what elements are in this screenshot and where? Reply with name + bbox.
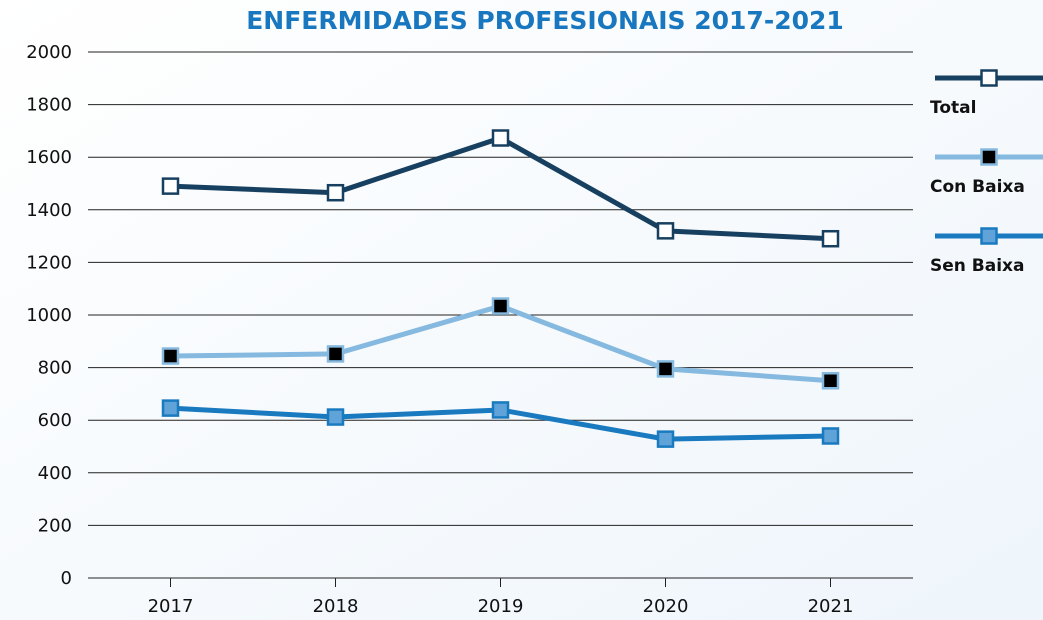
point xyxy=(161,399,180,417)
y-tick-label: 200 xyxy=(38,515,72,536)
point xyxy=(821,427,840,445)
y-tick-label: 1400 xyxy=(26,200,72,221)
point xyxy=(821,372,840,390)
y-tick-label: 1600 xyxy=(26,147,72,168)
y-tick-label: 2000 xyxy=(26,42,72,63)
point xyxy=(656,222,675,240)
legend-label: Con Baixa xyxy=(930,177,1025,197)
y-tick-label: 1000 xyxy=(26,305,72,326)
legend-marker xyxy=(980,227,998,245)
x-tick-label: 2017 xyxy=(148,596,194,617)
point xyxy=(491,297,510,315)
y-tick-label: 600 xyxy=(38,410,72,431)
point xyxy=(326,183,345,202)
point xyxy=(161,177,180,195)
legend-label: Total xyxy=(930,98,976,118)
legend-marker xyxy=(980,69,998,87)
point xyxy=(821,229,840,248)
legend-marker xyxy=(980,148,998,166)
y-tick-label: 400 xyxy=(38,463,72,484)
y-tick-label: 800 xyxy=(38,358,72,379)
legend-label: Sen Baixa xyxy=(930,256,1025,276)
x-tick-label: 2019 xyxy=(478,596,524,617)
point xyxy=(326,408,345,426)
y-tick-label: 1200 xyxy=(26,252,72,273)
y-tick-label: 0 xyxy=(61,568,72,589)
x-tick-label: 2018 xyxy=(313,596,359,617)
x-tick-label: 2021 xyxy=(808,596,854,617)
point xyxy=(656,360,675,378)
point xyxy=(161,347,180,365)
y-tick-label: 1800 xyxy=(26,95,72,116)
chart-title: ENFERMIDADES PROFESIONAIS 2017-2021 xyxy=(246,6,844,35)
x-tick-label: 2020 xyxy=(643,596,689,617)
point xyxy=(491,401,510,419)
point xyxy=(656,430,675,448)
point xyxy=(326,345,345,363)
point xyxy=(491,129,510,147)
